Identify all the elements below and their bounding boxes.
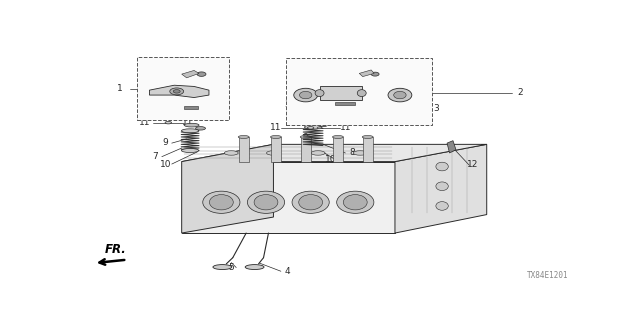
Ellipse shape	[181, 129, 199, 133]
Text: 7: 7	[152, 152, 158, 161]
Ellipse shape	[254, 195, 278, 210]
Bar	[335, 102, 355, 105]
Ellipse shape	[357, 90, 366, 97]
Polygon shape	[447, 141, 456, 153]
Ellipse shape	[344, 195, 367, 210]
Polygon shape	[395, 144, 486, 233]
Ellipse shape	[388, 88, 412, 102]
Ellipse shape	[165, 121, 172, 124]
Text: 11: 11	[340, 123, 351, 132]
Bar	[239, 137, 249, 162]
Text: 12: 12	[467, 160, 479, 169]
Ellipse shape	[337, 191, 374, 213]
Ellipse shape	[436, 202, 448, 210]
Ellipse shape	[436, 182, 448, 190]
Polygon shape	[182, 144, 273, 233]
Ellipse shape	[307, 127, 314, 129]
Ellipse shape	[245, 265, 264, 269]
Text: 4: 4	[285, 267, 290, 276]
Text: 3: 3	[284, 100, 290, 109]
Ellipse shape	[170, 88, 184, 95]
Text: 6: 6	[172, 105, 178, 114]
Ellipse shape	[292, 191, 329, 213]
Ellipse shape	[300, 135, 311, 139]
Ellipse shape	[248, 191, 285, 213]
Bar	[184, 106, 198, 108]
Ellipse shape	[173, 90, 180, 93]
Ellipse shape	[305, 125, 322, 129]
Text: 11: 11	[182, 118, 194, 127]
Ellipse shape	[371, 72, 379, 76]
Text: 2: 2	[518, 88, 524, 97]
Ellipse shape	[197, 72, 206, 76]
Polygon shape	[359, 70, 374, 76]
Ellipse shape	[225, 151, 238, 155]
Bar	[137, 57, 229, 120]
Ellipse shape	[319, 124, 328, 127]
Text: 11: 11	[139, 118, 150, 127]
Bar	[301, 137, 310, 162]
Text: 8: 8	[349, 148, 355, 157]
Bar	[286, 58, 432, 124]
Text: TX84E1201: TX84E1201	[527, 271, 568, 280]
Polygon shape	[182, 162, 395, 233]
Ellipse shape	[317, 127, 322, 129]
Ellipse shape	[196, 127, 205, 130]
Text: 9: 9	[163, 138, 168, 147]
Ellipse shape	[203, 191, 240, 213]
Text: 13: 13	[363, 59, 374, 68]
Text: 3: 3	[433, 104, 439, 113]
Ellipse shape	[209, 195, 233, 210]
Bar	[271, 137, 281, 162]
Ellipse shape	[436, 162, 448, 171]
Ellipse shape	[332, 135, 344, 139]
Ellipse shape	[238, 135, 249, 139]
Bar	[319, 86, 362, 100]
Ellipse shape	[181, 148, 199, 153]
Ellipse shape	[294, 88, 317, 102]
Bar	[363, 137, 372, 162]
Text: 9: 9	[303, 133, 308, 142]
Text: 6: 6	[393, 104, 399, 113]
Text: 10: 10	[324, 155, 336, 164]
Polygon shape	[150, 85, 209, 98]
Ellipse shape	[311, 151, 325, 155]
Ellipse shape	[266, 151, 280, 155]
Polygon shape	[182, 144, 486, 162]
Text: 10: 10	[159, 160, 171, 169]
Text: 11: 11	[270, 123, 282, 132]
Text: 5: 5	[228, 263, 234, 272]
Ellipse shape	[353, 151, 367, 155]
Ellipse shape	[299, 195, 323, 210]
Bar	[333, 137, 343, 162]
Ellipse shape	[315, 90, 324, 97]
Ellipse shape	[271, 135, 282, 139]
Ellipse shape	[394, 92, 406, 99]
Ellipse shape	[300, 92, 312, 99]
Ellipse shape	[213, 265, 232, 269]
Ellipse shape	[362, 135, 373, 139]
Ellipse shape	[308, 122, 319, 125]
Text: FR.: FR.	[105, 244, 127, 256]
Text: 1: 1	[117, 84, 122, 93]
Text: 13: 13	[176, 57, 188, 66]
Ellipse shape	[184, 123, 199, 127]
Polygon shape	[182, 70, 199, 78]
